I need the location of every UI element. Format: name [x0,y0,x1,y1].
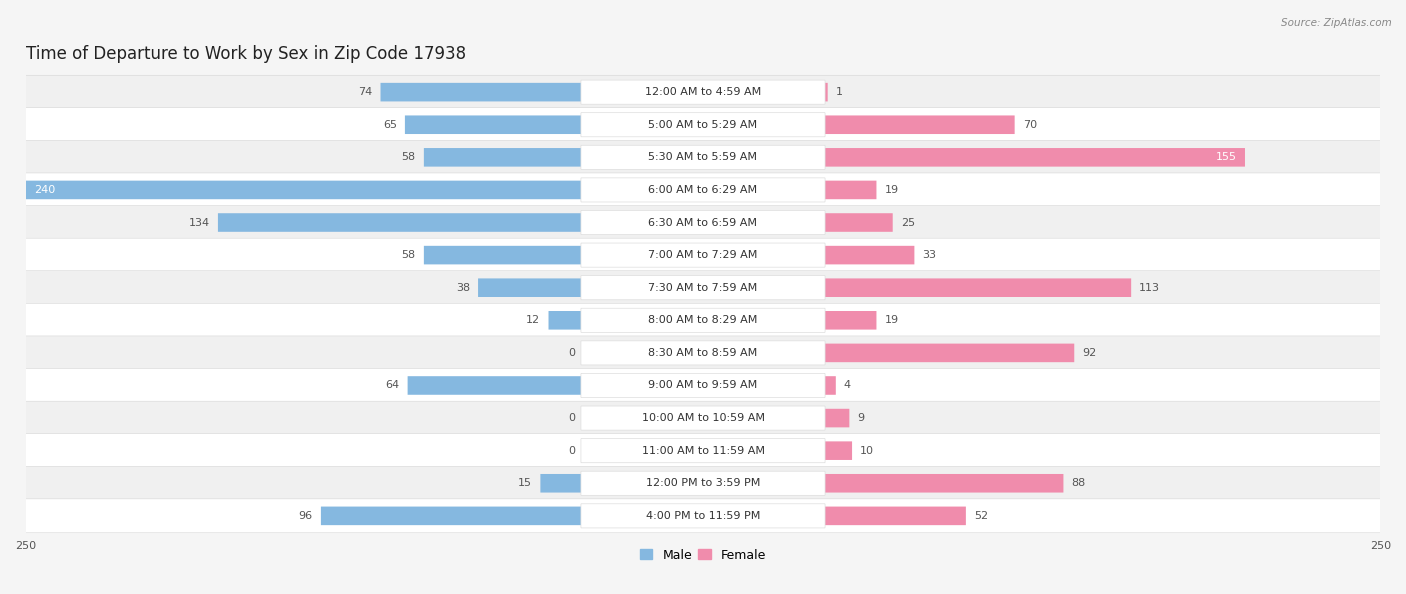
FancyBboxPatch shape [25,434,1381,467]
Text: 8:30 AM to 8:59 AM: 8:30 AM to 8:59 AM [648,348,758,358]
FancyBboxPatch shape [581,341,825,365]
Text: 10: 10 [860,446,875,456]
FancyBboxPatch shape [218,213,581,232]
FancyBboxPatch shape [581,406,825,430]
FancyBboxPatch shape [825,441,852,460]
FancyBboxPatch shape [825,507,966,525]
Text: 0: 0 [568,348,575,358]
Text: 88: 88 [1071,478,1085,488]
FancyBboxPatch shape [581,438,825,463]
Text: 0: 0 [568,413,575,423]
Text: 113: 113 [1139,283,1160,293]
FancyBboxPatch shape [825,181,876,199]
FancyBboxPatch shape [25,271,1381,305]
Text: 155: 155 [1216,152,1237,162]
FancyBboxPatch shape [581,80,825,104]
Legend: Male, Female: Male, Female [640,549,766,561]
FancyBboxPatch shape [581,471,825,495]
Text: 8:00 AM to 8:29 AM: 8:00 AM to 8:29 AM [648,315,758,326]
Text: 33: 33 [922,250,936,260]
Text: 15: 15 [519,478,533,488]
Text: 70: 70 [1022,120,1036,129]
Text: 5:00 AM to 5:29 AM: 5:00 AM to 5:29 AM [648,120,758,129]
Text: 9: 9 [858,413,865,423]
FancyBboxPatch shape [25,401,1381,435]
Text: 19: 19 [884,185,898,195]
Text: 7:00 AM to 7:29 AM: 7:00 AM to 7:29 AM [648,250,758,260]
FancyBboxPatch shape [581,504,825,528]
FancyBboxPatch shape [25,206,1381,239]
FancyBboxPatch shape [423,246,581,264]
Text: 52: 52 [974,511,988,521]
FancyBboxPatch shape [581,178,825,202]
FancyBboxPatch shape [25,108,1381,142]
FancyBboxPatch shape [25,173,1381,207]
Text: 38: 38 [456,283,470,293]
Text: 74: 74 [359,87,373,97]
FancyBboxPatch shape [25,238,1381,272]
FancyBboxPatch shape [408,376,581,395]
FancyBboxPatch shape [825,474,1063,492]
FancyBboxPatch shape [0,181,581,199]
FancyBboxPatch shape [825,148,1244,167]
Text: 5:30 AM to 5:59 AM: 5:30 AM to 5:59 AM [648,152,758,162]
FancyBboxPatch shape [581,243,825,267]
Text: 92: 92 [1083,348,1097,358]
FancyBboxPatch shape [321,507,581,525]
FancyBboxPatch shape [581,276,825,300]
Text: 4: 4 [844,381,851,390]
Text: Time of Departure to Work by Sex in Zip Code 17938: Time of Departure to Work by Sex in Zip … [25,45,465,63]
Text: 7:30 AM to 7:59 AM: 7:30 AM to 7:59 AM [648,283,758,293]
Text: 25: 25 [901,217,915,228]
Text: 12:00 PM to 3:59 PM: 12:00 PM to 3:59 PM [645,478,761,488]
Text: 11:00 AM to 11:59 AM: 11:00 AM to 11:59 AM [641,446,765,456]
Text: 65: 65 [382,120,396,129]
FancyBboxPatch shape [381,83,581,102]
Text: 240: 240 [34,185,55,195]
Text: 12: 12 [526,315,540,326]
Text: 58: 58 [402,250,416,260]
FancyBboxPatch shape [25,466,1381,500]
FancyBboxPatch shape [25,499,1381,533]
Text: 4:00 PM to 11:59 PM: 4:00 PM to 11:59 PM [645,511,761,521]
Text: 19: 19 [884,315,898,326]
FancyBboxPatch shape [825,376,835,395]
FancyBboxPatch shape [478,279,581,297]
FancyBboxPatch shape [548,311,581,330]
FancyBboxPatch shape [25,368,1381,402]
FancyBboxPatch shape [25,336,1381,370]
FancyBboxPatch shape [825,246,914,264]
FancyBboxPatch shape [825,343,1074,362]
Text: 134: 134 [188,217,209,228]
Text: 1: 1 [835,87,842,97]
FancyBboxPatch shape [825,279,1132,297]
Text: 6:30 AM to 6:59 AM: 6:30 AM to 6:59 AM [648,217,758,228]
FancyBboxPatch shape [581,308,825,333]
FancyBboxPatch shape [540,474,581,492]
Text: 12:00 AM to 4:59 AM: 12:00 AM to 4:59 AM [645,87,761,97]
Text: 64: 64 [385,381,399,390]
FancyBboxPatch shape [581,113,825,137]
Text: 10:00 AM to 10:59 AM: 10:00 AM to 10:59 AM [641,413,765,423]
FancyBboxPatch shape [581,210,825,235]
FancyBboxPatch shape [405,115,581,134]
FancyBboxPatch shape [825,115,1015,134]
FancyBboxPatch shape [25,140,1381,174]
Text: 6:00 AM to 6:29 AM: 6:00 AM to 6:29 AM [648,185,758,195]
FancyBboxPatch shape [423,148,581,167]
Text: Source: ZipAtlas.com: Source: ZipAtlas.com [1281,18,1392,28]
FancyBboxPatch shape [825,311,876,330]
FancyBboxPatch shape [25,304,1381,337]
Text: 0: 0 [568,446,575,456]
Text: 9:00 AM to 9:59 AM: 9:00 AM to 9:59 AM [648,381,758,390]
FancyBboxPatch shape [25,75,1381,109]
FancyBboxPatch shape [825,409,849,427]
Text: 58: 58 [402,152,416,162]
FancyBboxPatch shape [825,213,893,232]
Text: 96: 96 [298,511,312,521]
FancyBboxPatch shape [581,374,825,397]
FancyBboxPatch shape [825,83,828,102]
FancyBboxPatch shape [581,146,825,169]
